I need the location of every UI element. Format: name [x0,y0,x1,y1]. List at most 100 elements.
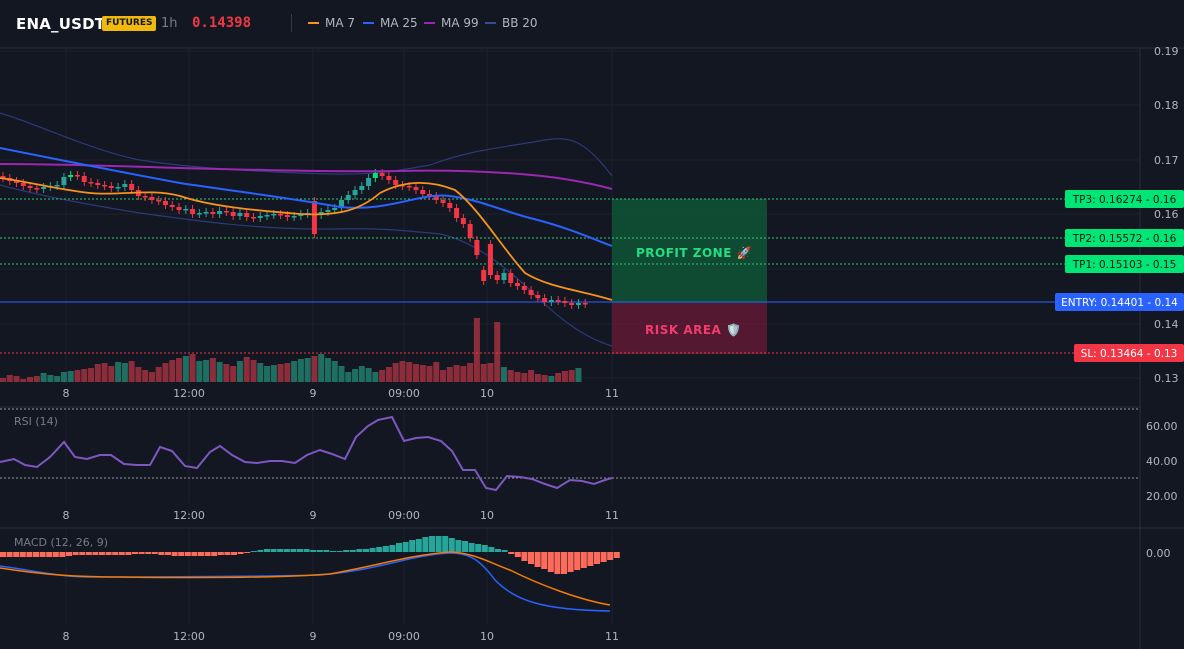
macd-histogram-bar [0,552,6,557]
macd-histogram-bar [13,552,20,557]
volume-bar [440,370,447,382]
macd-histogram-bar [547,552,554,572]
level-label-bg [1055,293,1184,311]
candle-body [223,211,229,213]
candle-body [481,270,487,281]
candle-body [521,286,527,290]
ma99-swatch-icon [424,22,435,24]
volume-bar [128,361,135,382]
time-tick-label: 10 [480,387,494,400]
macd-histogram-bar [244,552,251,553]
volume-bar [467,363,474,382]
macd-title: MACD (12, 26, 9) [14,536,108,549]
profit-zone-label: PROFIT ZONE 🚀 [636,246,752,260]
rsi-tick-label: 20.00 [1146,490,1178,503]
candle-body [352,190,358,195]
macd-histogram-bar [613,552,620,558]
time-tick-label: 09:00 [388,630,420,643]
candle-body [68,175,74,177]
candle-body [508,273,514,283]
level-label-text: ENTRY: 0.14401 - 0.14 [1061,297,1178,309]
volume-bar [460,366,467,382]
futures-badge: FUTURES [102,16,157,31]
macd-histogram-bar [217,552,224,555]
macd-histogram-bar [85,552,92,555]
macd-histogram-bar [112,552,119,555]
symbol-name[interactable]: ENA_USDT [16,15,106,33]
macd-histogram-bar [521,552,528,561]
bb-upper-line [0,112,613,177]
volume-bar [270,365,277,382]
macd-histogram-bar [495,549,501,552]
candle-body [14,181,20,183]
volume-bar [148,372,155,382]
macd-histogram-bar [435,536,442,552]
ma25-swatch-icon [363,22,374,24]
trade-zones: PROFIT ZONE 🚀 RISK AREA 🛡️ [612,199,767,354]
candle-body [284,215,290,217]
candle-body [88,182,94,184]
volume-bar [264,366,271,382]
volume-bar [399,361,406,382]
legend-bb20[interactable]: BB 20 [485,16,538,30]
candle-body [359,186,365,190]
macd-histogram-bar [151,552,158,554]
macd-histogram-bar [330,551,336,552]
bollinger-bands [0,112,613,347]
volume-bar [392,363,399,382]
macd-histogram-bar [514,552,521,557]
level-label-text: TP2: 0.15572 - 0.16 [1072,233,1177,245]
macd-histogram-bar [158,552,165,555]
macd-histogram-bar [541,552,548,569]
volume-bar [176,358,183,382]
volume-bar [74,370,81,382]
candle-body [575,303,581,305]
time-tick-label: 8 [63,630,70,643]
time-tick-label: 9 [310,387,317,400]
level-label-3: ENTRY: 0.14401 - 0.14 [1055,293,1184,311]
volume-bar [473,318,480,382]
macd-histogram-bar [184,552,191,556]
volume-bar [40,373,47,382]
time-tick-label: 11 [605,387,619,400]
candle-body [562,301,568,303]
candle-body [332,208,338,210]
macd-histogram-bar [66,552,72,556]
volume-bar [284,363,291,382]
macd-histogram-bar [198,552,204,556]
candle-body [413,187,419,190]
macd-histogram-bar [422,537,429,552]
volume-bar [338,366,345,382]
volume-bar [189,354,196,382]
candle-body [54,185,60,187]
legend-ma7[interactable]: MA 7 [308,16,355,30]
candle-body [339,200,344,208]
level-label-2: TP1: 0.15103 - 0.15 [1065,255,1184,273]
volume-bar [54,376,61,382]
macd-histogram-bar [475,544,482,552]
legend-ma99[interactable]: MA 99 [424,16,479,30]
macd-histogram-bar [442,536,449,552]
volume-bar [446,367,453,382]
candle-body [311,201,317,234]
volume-bar [27,377,34,382]
macd-histogram-bar [6,552,13,557]
legend-ma25[interactable]: MA 25 [363,16,418,30]
macd-histogram-bar [46,552,53,557]
macd-histogram-bar [316,550,323,552]
macd-histogram-bar [349,550,356,552]
macd-histogram-bar [402,542,409,552]
candle-body [447,203,453,208]
ma99-line [0,163,613,190]
candle-body [569,303,575,305]
timeframe-label[interactable]: 1h [161,16,178,31]
price-axis[interactable]: 0.190.180.170.160.150.140.13 [1154,45,1179,385]
volume-bar [379,370,386,382]
candle-body [372,173,378,178]
volume-bar [480,364,487,382]
time-tick-label: 9 [310,630,317,643]
macd-histogram-bar [528,552,534,564]
time-axis[interactable]: 8 12:00 9 09:00 10 11 8 12:00 9 09:00 10 11 8 12:00 9 0… [63,387,620,643]
macd-histogram-bar [389,545,396,552]
